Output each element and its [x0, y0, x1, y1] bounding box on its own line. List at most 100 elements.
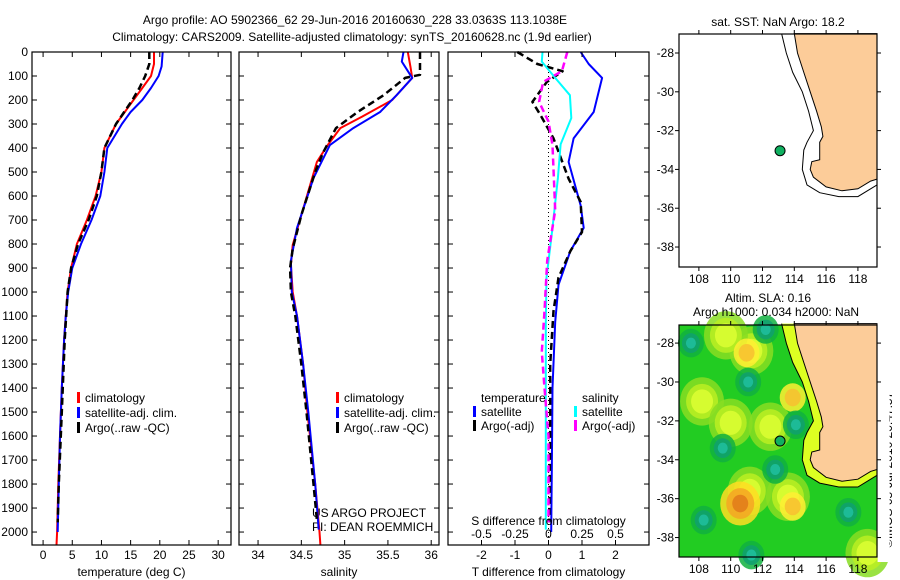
temperature-legend-swatch: [473, 406, 476, 417]
map-title-steric: Argo h1000: 0.034 h2000: NaN: [693, 305, 859, 319]
map-mask: [877, 29, 890, 272]
sla-high-anomaly: [714, 323, 737, 348]
legend-swatch: [77, 407, 80, 418]
x-tick-label: 35.5: [376, 548, 400, 562]
plot-frame: [31, 51, 232, 546]
legend-swatch: [336, 422, 339, 433]
panel-difference: -2 -1 0 1 2 T difference from climatology -0.5…: [447, 50, 650, 579]
lon-tick-label: 112: [753, 562, 772, 576]
shelf-contour: [781, 323, 878, 488]
sla-high-anomaly: [691, 389, 714, 414]
y-tick-label: 1400: [1, 381, 28, 395]
legend-label: Argo(..raw -QC): [344, 421, 429, 435]
lat-tick-label: -32: [657, 414, 675, 428]
legend-label: climatology: [344, 391, 404, 405]
map-area: [677, 311, 890, 578]
s-tick-label: -0.25: [501, 527, 529, 541]
x-tick-label: 1: [579, 548, 586, 562]
s-tick-label: -0.5: [471, 527, 492, 541]
s-tick-label: 0.25: [570, 527, 594, 541]
salinity-legend-swatch: [574, 420, 577, 431]
series-climatology: [55, 52, 155, 546]
lat-tick-label: -28: [657, 336, 675, 350]
x-tick-label: 2: [612, 548, 619, 562]
x-tick-label: 15: [124, 548, 138, 562]
salinity-legend-title: salinity: [582, 391, 619, 405]
sla-low-anomaly: [746, 549, 757, 561]
project-credit: US ARGO PROJECT: [312, 506, 427, 520]
x-tick-label: 0: [40, 548, 47, 562]
lon-tick-label: 116: [817, 272, 836, 286]
lon-tick-label: 110: [721, 562, 740, 576]
y-tick-label: 1700: [1, 453, 28, 467]
temperature-legend-title: temperature: [481, 391, 546, 405]
map-frame: [678, 324, 878, 558]
temperature-legend-swatch: [473, 420, 476, 431]
x-tick-label: 30: [211, 548, 225, 562]
y-tick-label: 600: [8, 189, 28, 203]
lat-tick-label: -38: [657, 531, 675, 545]
argo-float-marker: [774, 145, 786, 157]
salinity-legend-label: satellite: [582, 405, 623, 419]
lon-tick-label: 114: [785, 272, 804, 286]
series-climatology: [289, 51, 414, 546]
x-tick-label: 36: [425, 548, 439, 562]
legend-label: Argo(..raw -QC): [85, 421, 170, 435]
panel-salinity: 34 34.5 35 35.5 36 salinity climatologysatelli…: [238, 51, 440, 579]
sla-low-anomaly: [698, 514, 709, 526]
salinity-legend-label: Argo(-adj): [582, 419, 635, 433]
map-sla_map: 108 110 112 114 116 118 -28 -30 -32 -34 -36 -38 Alti…: [657, 291, 890, 578]
x-tick-label: -2: [476, 548, 487, 562]
series-satellite-adj-clim-: [289, 51, 414, 530]
pi-credit: PI: DEAN ROEMMICH: [312, 520, 433, 534]
legend-swatch: [336, 407, 339, 418]
lat-tick-label: -30: [657, 375, 675, 389]
lat-tick-label: -34: [657, 162, 675, 176]
map-title: sat. SST: NaN Argo: 18.2: [711, 15, 845, 29]
y-tick-label: 1500: [1, 405, 28, 419]
x-axis-label: T difference from climatology: [472, 565, 626, 579]
lat-tick-label: -30: [657, 85, 675, 99]
sla-low-anomaly: [770, 463, 781, 475]
series-argo-raw-qc-: [288, 52, 422, 521]
y-tick-label: 400: [8, 141, 28, 155]
shelf-contour: [781, 33, 878, 198]
argo-float-marker: [774, 435, 786, 447]
lat-tick-label: -36: [657, 492, 675, 506]
sla-high-anomaly: [759, 414, 782, 439]
panel-temperature: 0100200300400500600700800900100011001200…: [1, 45, 232, 579]
y-tick-label: 100: [8, 69, 28, 83]
sla-low-anomaly: [843, 506, 854, 518]
sla-low-anomaly: [717, 442, 728, 454]
x-tick-label: -1: [510, 548, 521, 562]
y-tick-label: 2000: [1, 525, 28, 539]
plot-frame: [238, 51, 440, 546]
lon-tick-label: 118: [848, 272, 867, 286]
sla-low-anomaly: [760, 323, 771, 335]
s-axis-label: S difference from climatology: [471, 514, 626, 528]
lat-tick-label: -38: [657, 240, 675, 254]
series-t-argo-adj-: [516, 50, 584, 523]
sla-warm-anomaly: [738, 344, 755, 362]
legend-label: satellite-adj. clim.: [344, 406, 436, 420]
x-axis-label: temperature (deg C): [77, 565, 185, 579]
map-frame: [678, 33, 878, 268]
legend-swatch: [77, 392, 80, 403]
legend-swatch: [336, 392, 339, 403]
y-tick-label: 1100: [2, 309, 28, 323]
lon-tick-label: 118: [848, 562, 867, 576]
y-tick-label: 500: [8, 165, 28, 179]
lat-tick-label: -32: [657, 124, 675, 138]
map-title-sla: Altim. SLA: 0.16: [725, 291, 811, 305]
temperature-legend-label: satellite: [481, 405, 522, 419]
figure-title-line1: Argo profile: AO 5902366_62 29-Jun-2016 …: [143, 13, 567, 27]
lat-tick-label: -28: [657, 46, 675, 60]
y-tick-label: 800: [8, 237, 28, 251]
y-tick-label: 1000: [1, 285, 28, 299]
temperature-legend-label: Argo(-adj): [481, 419, 534, 433]
x-axis-label: salinity: [321, 565, 358, 579]
figure-title-line2: Climatology: CARS2009. Satellite-adjuste…: [112, 30, 592, 44]
land: [793, 33, 878, 192]
sla-peak-anomaly: [732, 494, 749, 513]
